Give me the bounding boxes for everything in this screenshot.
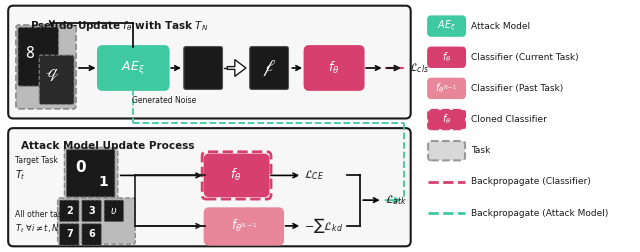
- Text: All other task: All other task: [15, 210, 67, 219]
- FancyBboxPatch shape: [250, 47, 289, 89]
- Text: $f_\theta$: $f_\theta$: [328, 60, 340, 76]
- Text: 6: 6: [88, 230, 95, 239]
- FancyBboxPatch shape: [58, 198, 135, 244]
- Text: Classifier (Past Task): Classifier (Past Task): [471, 84, 563, 93]
- Text: $T_t$: $T_t$: [15, 168, 26, 182]
- Text: $\mathcal{L}_{atk}$: $\mathcal{L}_{atk}$: [385, 193, 407, 207]
- Text: $f_\theta$: $f_\theta$: [230, 167, 242, 183]
- FancyBboxPatch shape: [428, 48, 465, 67]
- FancyBboxPatch shape: [205, 209, 283, 244]
- Text: 3: 3: [88, 206, 95, 216]
- FancyBboxPatch shape: [428, 141, 465, 160]
- Text: Cloned Classifier: Cloned Classifier: [471, 115, 547, 124]
- FancyBboxPatch shape: [16, 25, 76, 109]
- Text: $AE_\xi$: $AE_\xi$: [437, 19, 456, 33]
- FancyBboxPatch shape: [428, 110, 465, 129]
- Text: Backpropagate (Classifier): Backpropagate (Classifier): [471, 177, 591, 186]
- Text: Classifier (Current Task): Classifier (Current Task): [471, 53, 579, 62]
- FancyBboxPatch shape: [184, 47, 223, 89]
- FancyBboxPatch shape: [104, 200, 124, 222]
- Text: $\mathscr{q}$: $\mathscr{q}$: [45, 66, 59, 83]
- Text: 7: 7: [66, 230, 73, 239]
- Text: $\mathscr{8}$: $\mathscr{8}$: [24, 44, 35, 62]
- FancyBboxPatch shape: [60, 224, 79, 245]
- FancyBboxPatch shape: [18, 27, 59, 86]
- Text: $f_\theta$: $f_\theta$: [442, 50, 451, 64]
- Text: Task: Task: [471, 146, 490, 155]
- Text: Pseudo-Update $f_\theta$ with Task $T_N$: Pseudo-Update $f_\theta$ with Task $T_N$: [31, 19, 209, 33]
- FancyBboxPatch shape: [428, 16, 465, 36]
- Text: $f_{\theta^{N-1}}$: $f_{\theta^{N-1}}$: [435, 81, 458, 95]
- Text: $f_\theta$: $f_\theta$: [442, 113, 451, 127]
- FancyBboxPatch shape: [99, 47, 168, 89]
- Text: $\mathcal{L}_{CE}$: $\mathcal{L}_{CE}$: [304, 169, 324, 182]
- Text: Attack Model: Attack Model: [471, 22, 530, 30]
- Text: 2: 2: [66, 206, 73, 216]
- FancyBboxPatch shape: [82, 200, 101, 222]
- FancyBboxPatch shape: [205, 155, 268, 196]
- Text: $T_t\ \forall i \neq t, N$: $T_t\ \forall i \neq t, N$: [15, 223, 60, 235]
- Text: $-\sum \mathcal{L}_{kd}$: $-\sum \mathcal{L}_{kd}$: [304, 216, 343, 235]
- FancyBboxPatch shape: [60, 200, 79, 222]
- FancyBboxPatch shape: [428, 79, 465, 98]
- FancyBboxPatch shape: [305, 47, 363, 89]
- FancyBboxPatch shape: [8, 6, 411, 118]
- Text: $f_{\theta^{N-1}}$: $f_{\theta^{N-1}}$: [231, 218, 257, 234]
- Text: $\mathscr{f}$: $\mathscr{f}$: [262, 58, 276, 78]
- Text: 1: 1: [99, 175, 108, 189]
- Text: Target Task: Target Task: [15, 156, 58, 165]
- Text: 0: 0: [76, 160, 86, 175]
- FancyBboxPatch shape: [39, 55, 74, 105]
- Text: Generated Noise: Generated Noise: [132, 96, 196, 105]
- Text: Attack Model Update Process: Attack Model Update Process: [20, 141, 195, 151]
- FancyBboxPatch shape: [65, 147, 118, 201]
- FancyBboxPatch shape: [82, 224, 101, 245]
- Text: $\upsilon$: $\upsilon$: [110, 206, 118, 216]
- Text: $\mathcal{L}_{cls}$: $\mathcal{L}_{cls}$: [409, 61, 429, 75]
- Text: $AE_\xi$: $AE_\xi$: [121, 59, 145, 77]
- Text: Backpropagate (Attack Model): Backpropagate (Attack Model): [471, 208, 608, 217]
- FancyBboxPatch shape: [8, 128, 411, 246]
- FancyBboxPatch shape: [67, 150, 115, 197]
